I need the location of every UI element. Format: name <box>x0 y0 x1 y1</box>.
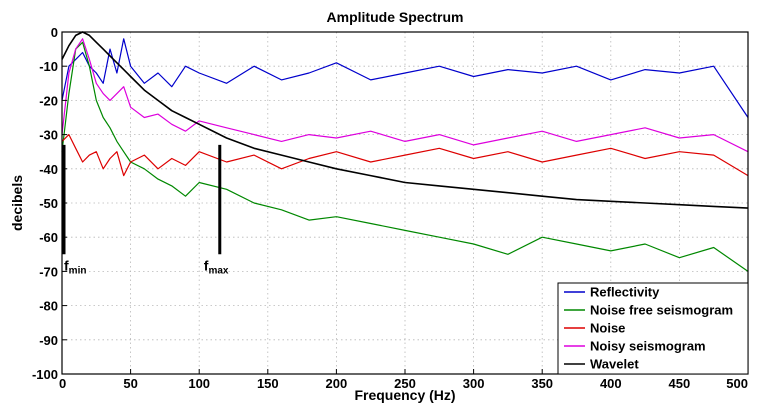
y-axis-ticks: 0 -10 -20 -30 -40 -50 -60 -70 -80 -90 -100 <box>32 25 67 382</box>
y-tick-label: -70 <box>39 264 58 279</box>
legend-label: Noisy seismogram <box>590 339 706 354</box>
series-line-reflectivity <box>61 38 749 118</box>
x-tick-label: 150 <box>257 376 279 391</box>
series-line-noisy-seismogram <box>61 38 749 153</box>
y-tick-label: -90 <box>39 333 58 348</box>
x-axis-ticks: 0 50 100 150 200 250 300 350 400 450 500 <box>59 369 749 391</box>
y-tick-label: 0 <box>51 25 58 40</box>
x-tick-label: 0 <box>59 376 66 391</box>
y-axis-label: decibels <box>9 175 25 231</box>
y-tick-label: -50 <box>39 196 58 211</box>
legend-box <box>557 282 749 375</box>
y-tick-label: -100 <box>32 367 58 382</box>
series-lines <box>61 31 749 272</box>
x-tick-label: 100 <box>188 376 210 391</box>
legend-label: Wavelet <box>590 357 639 372</box>
y-tick-label: -20 <box>39 93 58 108</box>
x-tick-label: 350 <box>531 376 553 391</box>
marker-min-label: fmin <box>64 257 86 276</box>
series-line-noise <box>61 134 749 177</box>
x-tick-label: 200 <box>326 376 348 391</box>
y-tick-label: -80 <box>39 299 58 314</box>
legend-label: Reflectivity <box>590 285 660 300</box>
frequency-markers: fmin fmax <box>62 144 229 276</box>
series-line-wavelet <box>61 31 749 209</box>
y-tick-label: -40 <box>39 162 58 177</box>
series-line-noise-free-seismogram <box>61 41 749 272</box>
legend: Reflectivity Noise free seismogram Noise No… <box>557 282 749 375</box>
legend-label: Noise free seismogram <box>590 303 733 318</box>
x-axis-label: Frequency (Hz) <box>354 387 455 403</box>
x-tick-label: 250 <box>394 376 416 391</box>
x-tick-label: 450 <box>669 376 691 391</box>
y-tick-label: -60 <box>39 230 58 245</box>
marker-max-label: fmax <box>204 257 229 276</box>
x-tick-label: 500 <box>726 376 748 391</box>
legend-label: Noise <box>590 321 625 336</box>
y-tick-label: -10 <box>39 59 58 74</box>
y-tick-label: -30 <box>39 128 58 143</box>
x-tick-label: 50 <box>123 376 137 391</box>
chart-title: Amplitude Spectrum <box>327 9 464 25</box>
x-tick-label: 400 <box>600 376 622 391</box>
x-tick-label: 300 <box>463 376 485 391</box>
